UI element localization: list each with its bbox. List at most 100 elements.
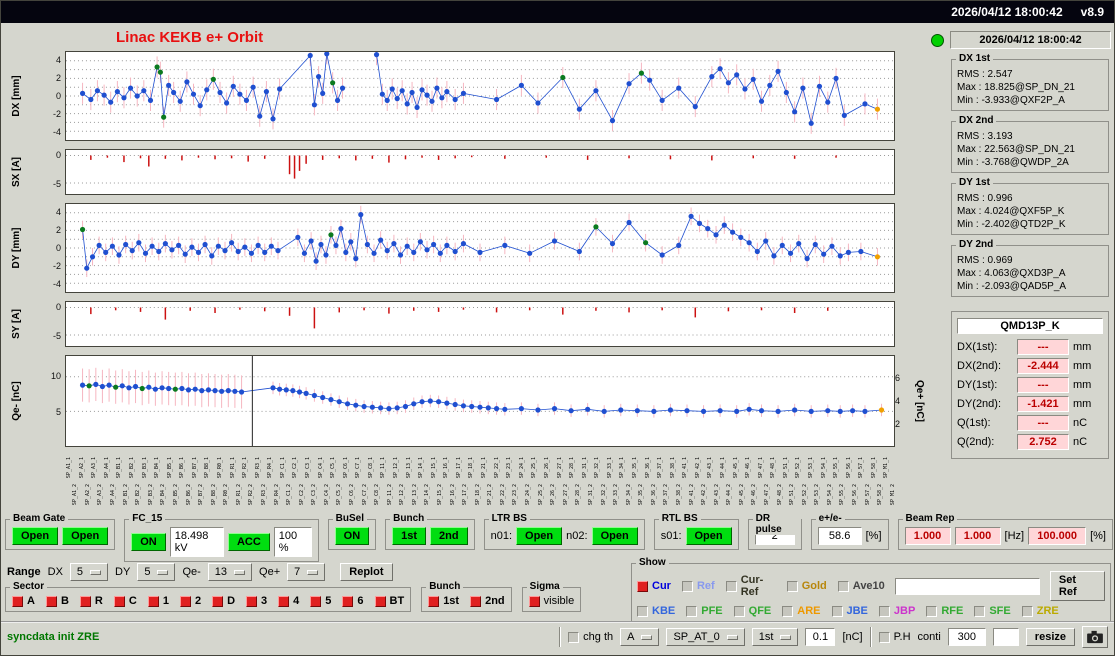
busel-on-button[interactable]: ON: [334, 527, 370, 545]
sector-d[interactable]: D: [212, 595, 235, 607]
sector-5-checkbox[interactable]: [310, 595, 322, 607]
bpm-select-dropdown[interactable]: SP_AT_0: [666, 628, 745, 646]
sector-b[interactable]: B: [45, 595, 69, 607]
e-ratio-field[interactable]: 58.6: [817, 527, 862, 545]
show-pfe-checkbox[interactable]: [686, 605, 698, 617]
fc15-on-button[interactable]: ON: [131, 533, 166, 551]
sector-b-checkbox[interactable]: [45, 595, 57, 607]
show-qfe-checkbox[interactable]: [733, 605, 745, 617]
sector-bt-checkbox[interactable]: [374, 595, 386, 607]
count-field[interactable]: 300: [947, 628, 986, 646]
chg-th-checkbox[interactable]: [568, 631, 580, 643]
show-ave10-checkbox[interactable]: [837, 580, 849, 592]
range-qe-plus-dropdown[interactable]: 7: [287, 563, 326, 581]
ph-checkbox[interactable]: [878, 631, 890, 643]
sector-3[interactable]: 3: [246, 595, 267, 607]
sector-select-dropdown[interactable]: A: [620, 628, 660, 646]
bunch-2nd-button[interactable]: 2nd: [430, 527, 468, 545]
bunch-sel-1st-checkbox[interactable]: [428, 595, 440, 607]
show-ref-checkbox[interactable]: [681, 580, 693, 592]
charge-plot[interactable]: [65, 355, 895, 447]
replot-button[interactable]: Replot: [340, 563, 393, 581]
sx-plot[interactable]: [65, 149, 895, 195]
ph-toggle[interactable]: P.H: [878, 631, 911, 643]
sector-4[interactable]: 4: [278, 595, 299, 607]
range-dy-dropdown[interactable]: 5: [137, 563, 176, 581]
sector-1[interactable]: 1: [147, 595, 169, 607]
fc15-kv-field[interactable]: 18.498 kV: [169, 527, 224, 557]
show-kbe[interactable]: KBE: [637, 605, 675, 617]
beam-rep-field-2[interactable]: 1.000: [954, 527, 1001, 545]
sector-a-checkbox[interactable]: [12, 595, 23, 607]
sector-c[interactable]: C: [113, 595, 137, 607]
fc15-acc-button[interactable]: ACC: [227, 533, 270, 551]
show-zre-checkbox[interactable]: [1021, 605, 1033, 617]
show-jbe[interactable]: JBE: [831, 605, 868, 617]
sector-r-checkbox[interactable]: [79, 595, 91, 607]
show-zre[interactable]: ZRE: [1021, 605, 1059, 617]
beam-gate-open-1-button[interactable]: Open: [12, 527, 59, 545]
sigma-visible[interactable]: visible: [528, 595, 574, 607]
sector-r[interactable]: R: [79, 595, 103, 607]
dx-plot[interactable]: [65, 43, 895, 141]
bunch-1st-button[interactable]: 1st: [392, 527, 427, 545]
show-cur-checkbox[interactable]: [637, 580, 648, 592]
chg-th-toggle[interactable]: chg th: [568, 631, 613, 643]
bpm-name-field[interactable]: QMD13P_K: [957, 318, 1103, 334]
ref-name-input[interactable]: [894, 577, 1040, 595]
show-qfe[interactable]: QFE: [733, 605, 771, 617]
bunch-sel-2nd-checkbox[interactable]: [470, 595, 482, 607]
rtl-s01-open-button[interactable]: Open: [685, 527, 732, 545]
show-gold[interactable]: Gold: [786, 580, 827, 592]
show-ref[interactable]: Ref: [681, 580, 715, 592]
sector-5[interactable]: 5: [310, 595, 331, 607]
beam-rep-field-3[interactable]: 100.000: [1028, 527, 1087, 545]
dy-plot[interactable]: [65, 203, 895, 293]
resize-button[interactable]: resize: [1025, 628, 1075, 646]
show-rfe[interactable]: RFE: [926, 605, 963, 617]
range-qe-minus-dropdown[interactable]: 13: [207, 563, 253, 581]
show-rfe-checkbox[interactable]: [926, 605, 938, 617]
show-are-checkbox[interactable]: [782, 605, 794, 617]
ltr-n01-open-button[interactable]: Open: [516, 527, 563, 545]
sector-d-checkbox[interactable]: [212, 595, 224, 607]
sector-4-checkbox[interactable]: [278, 595, 290, 607]
set-ref-button[interactable]: Set Ref: [1049, 571, 1105, 601]
beam-rep-field-1[interactable]: 1.000: [904, 527, 951, 545]
show-gold-checkbox[interactable]: [786, 580, 798, 592]
sector-2[interactable]: 2: [179, 595, 201, 607]
bunch-sel-1st[interactable]: 1st: [428, 595, 459, 607]
range-dx-dropdown[interactable]: 5: [69, 563, 109, 581]
show-are[interactable]: ARE: [782, 605, 821, 617]
sigma-visible-checkbox[interactable]: [528, 595, 540, 607]
threshold-field[interactable]: 0.1: [805, 628, 836, 646]
show-jbp-checkbox[interactable]: [878, 605, 890, 617]
show-sfe[interactable]: SFE: [974, 605, 1011, 617]
fc15-percent-field[interactable]: 100 %: [273, 527, 312, 557]
sector-3-checkbox[interactable]: [246, 595, 258, 607]
sector-6-checkbox[interactable]: [342, 595, 354, 607]
ltr-n02-open-button[interactable]: Open: [591, 527, 638, 545]
ph-label: P.H: [893, 631, 911, 643]
sector-2-checkbox[interactable]: [179, 595, 191, 607]
show-cur-ref[interactable]: Cur-Ref: [725, 574, 776, 598]
show-cur[interactable]: Cur: [637, 580, 671, 592]
show-kbe-checkbox[interactable]: [637, 605, 648, 617]
screenshot-button[interactable]: [1082, 626, 1108, 648]
show-cur-ref-checkbox[interactable]: [725, 580, 737, 592]
show-sfe-checkbox[interactable]: [974, 605, 986, 617]
bunch-select-dropdown[interactable]: 1st: [751, 628, 799, 646]
sector-6[interactable]: 6: [342, 595, 364, 607]
sy-plot[interactable]: [65, 301, 895, 347]
sector-c-checkbox[interactable]: [113, 595, 125, 607]
beam-gate-open-2-button[interactable]: Open: [62, 527, 109, 545]
show-ave10[interactable]: Ave10: [837, 580, 885, 592]
sector-a[interactable]: A: [12, 595, 35, 607]
show-pfe[interactable]: PFE: [686, 605, 723, 617]
extra-field[interactable]: [992, 628, 1019, 646]
sector-1-checkbox[interactable]: [147, 595, 159, 607]
bunch-sel-2nd[interactable]: 2nd: [470, 595, 505, 607]
show-jbp[interactable]: JBP: [878, 605, 915, 617]
sector-bt[interactable]: BT: [374, 595, 404, 607]
show-jbe-checkbox[interactable]: [831, 605, 843, 617]
